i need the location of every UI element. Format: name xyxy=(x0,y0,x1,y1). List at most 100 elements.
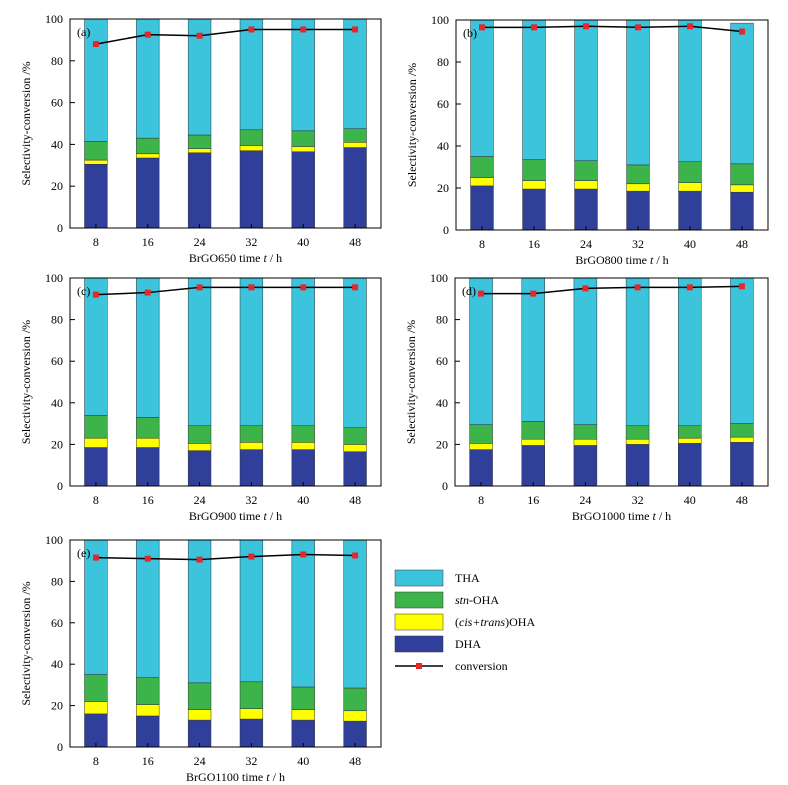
bar-segment-cistransoha-32 xyxy=(239,708,264,720)
y-axis-label: Selectivity-conversion /% xyxy=(19,320,33,444)
bar-segment-dha-32 xyxy=(239,718,264,748)
bar-segment-dha-48 xyxy=(730,191,754,231)
y-tick-label: 20 xyxy=(51,699,63,713)
bar-segment-dha-40 xyxy=(678,190,702,231)
y-tick-label: 100 xyxy=(45,533,63,547)
bar-segment-stnoha-32 xyxy=(239,681,264,709)
bar-segment-dha-48 xyxy=(343,147,367,229)
bar-segment-tha-40 xyxy=(678,277,702,426)
bar-segment-stnoha-32 xyxy=(626,164,650,185)
conversion-marker-16 xyxy=(144,31,151,38)
bar-segment-stnoha-40 xyxy=(291,425,315,443)
plot-frame xyxy=(455,19,769,231)
legend-swatch xyxy=(394,635,444,653)
x-tick-label: 8 xyxy=(93,235,99,249)
bar-segment-stnoha-16 xyxy=(521,421,545,440)
y-tick-label: 40 xyxy=(51,137,63,151)
bar-segment-stnoha-48 xyxy=(343,427,367,445)
bar-segment-cistransoha-8 xyxy=(84,701,108,715)
bar-segment-dha-48 xyxy=(343,451,367,487)
legend-entry-conversion: conversion xyxy=(395,659,508,673)
y-tick-label: 40 xyxy=(437,139,449,153)
bar-segment-tha-48 xyxy=(343,18,367,129)
y-tick-label: 60 xyxy=(437,97,449,111)
bar-segment-tha-32 xyxy=(239,18,264,131)
bar-segment-dha-24 xyxy=(574,188,598,231)
conversion-marker-32 xyxy=(248,284,255,291)
bar-segment-cistransoha-32 xyxy=(239,442,264,450)
legend: THA stn-OHA (cis+trans)OHA DHA conversion xyxy=(394,569,535,673)
x-tick-label: 32 xyxy=(245,235,257,249)
conversion-marker-40 xyxy=(300,284,307,291)
conversion-marker-24 xyxy=(583,23,589,30)
x-axis-label: BrGO650 time t / h xyxy=(189,251,282,265)
bar-segment-stnoha-24 xyxy=(573,424,598,440)
bar-segment-tha-16 xyxy=(136,277,160,418)
bar-segment-dha-40 xyxy=(291,719,315,748)
x-tick-label: 40 xyxy=(297,493,309,507)
plot-frame xyxy=(69,539,382,748)
bar-segment-stnoha-32 xyxy=(625,425,650,440)
bar-segment-cistransoha-8 xyxy=(469,443,493,450)
bar-segment-stnoha-40 xyxy=(291,686,315,710)
x-tick-label: 48 xyxy=(736,237,748,251)
bar-segment-stnoha-40 xyxy=(291,130,315,147)
bar-segment-cistransoha-24 xyxy=(573,438,598,446)
legend-marker-swatch xyxy=(416,663,422,669)
bar-segment-dha-8 xyxy=(84,713,108,748)
conversion-marker-32 xyxy=(634,284,641,291)
conversion-marker-16 xyxy=(531,24,537,31)
y-tick-label: 60 xyxy=(51,96,63,110)
conversion-marker-16 xyxy=(144,555,151,562)
y-tick-label: 60 xyxy=(51,354,63,368)
conversion-marker-32 xyxy=(248,553,255,560)
chart-panel-0: 0 20 40 60 80 100 8 16 24 32 40 48 BrGO650 time t / … xyxy=(19,12,382,265)
y-tick-label: 40 xyxy=(51,396,63,410)
conversion-line xyxy=(95,286,356,296)
bar-segment-stnoha-8 xyxy=(84,141,108,161)
bar-segment-cistransoha-24 xyxy=(187,443,212,451)
x-tick-label: 24 xyxy=(194,493,206,507)
bar-segment-tha-48 xyxy=(343,277,367,429)
bar-segment-stnoha-48 xyxy=(730,163,754,186)
bar-segment-dha-16 xyxy=(136,715,160,748)
bar-segment-cistransoha-32 xyxy=(625,438,650,445)
y-tick-label: 80 xyxy=(51,313,63,327)
bar-segment-cistransoha-32 xyxy=(239,145,264,151)
x-tick-label: 48 xyxy=(736,493,748,507)
bar-segment-dha-32 xyxy=(239,449,264,487)
conversion-marker-48 xyxy=(352,552,359,559)
bar-segment-cistransoha-48 xyxy=(730,184,754,193)
bar-segment-stnoha-8 xyxy=(84,415,108,439)
x-tick-label: 8 xyxy=(93,493,99,507)
bar-segment-dha-40 xyxy=(678,443,702,487)
conversion-marker-8 xyxy=(92,291,99,298)
legend-label: THA xyxy=(455,571,480,585)
bar-segment-tha-24 xyxy=(573,277,598,425)
conversion-marker-48 xyxy=(739,28,745,35)
bar-segment-cistransoha-8 xyxy=(470,177,494,187)
y-axis-label: Selectivity-conversion /% xyxy=(19,61,33,185)
bar-segment-dha-8 xyxy=(84,447,108,487)
conversion-marker-40 xyxy=(687,23,693,30)
conversion-marker-8 xyxy=(478,290,485,297)
bar-segment-cistransoha-40 xyxy=(678,182,702,192)
x-tick-label: 48 xyxy=(349,235,361,249)
conversion-marker-32 xyxy=(635,24,641,31)
bar-segment-cistransoha-16 xyxy=(521,438,545,446)
plot-frame xyxy=(69,277,382,487)
bar-segment-dha-8 xyxy=(470,185,494,231)
bar-segment-tha-32 xyxy=(239,277,264,426)
x-tick-label: 8 xyxy=(93,754,99,768)
bar-segment-stnoha-24 xyxy=(187,425,212,444)
legend-label: DHA xyxy=(455,637,481,651)
x-axis-label: BrGO900 time t / h xyxy=(189,509,282,523)
y-tick-label: 100 xyxy=(45,12,63,26)
x-tick-label: 40 xyxy=(297,754,309,768)
legend-entry-cistrans: (cis+trans)OHA xyxy=(394,613,535,631)
bar-segment-cistransoha-8 xyxy=(84,437,108,448)
plot-frame xyxy=(69,18,382,229)
bar-segment-dha-16 xyxy=(136,447,160,487)
panel-label: (c) xyxy=(77,284,90,298)
